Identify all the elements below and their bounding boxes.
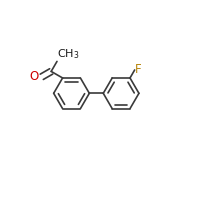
- Text: F: F: [135, 63, 142, 76]
- Text: O: O: [30, 70, 39, 83]
- Text: CH$_3$: CH$_3$: [57, 47, 80, 61]
